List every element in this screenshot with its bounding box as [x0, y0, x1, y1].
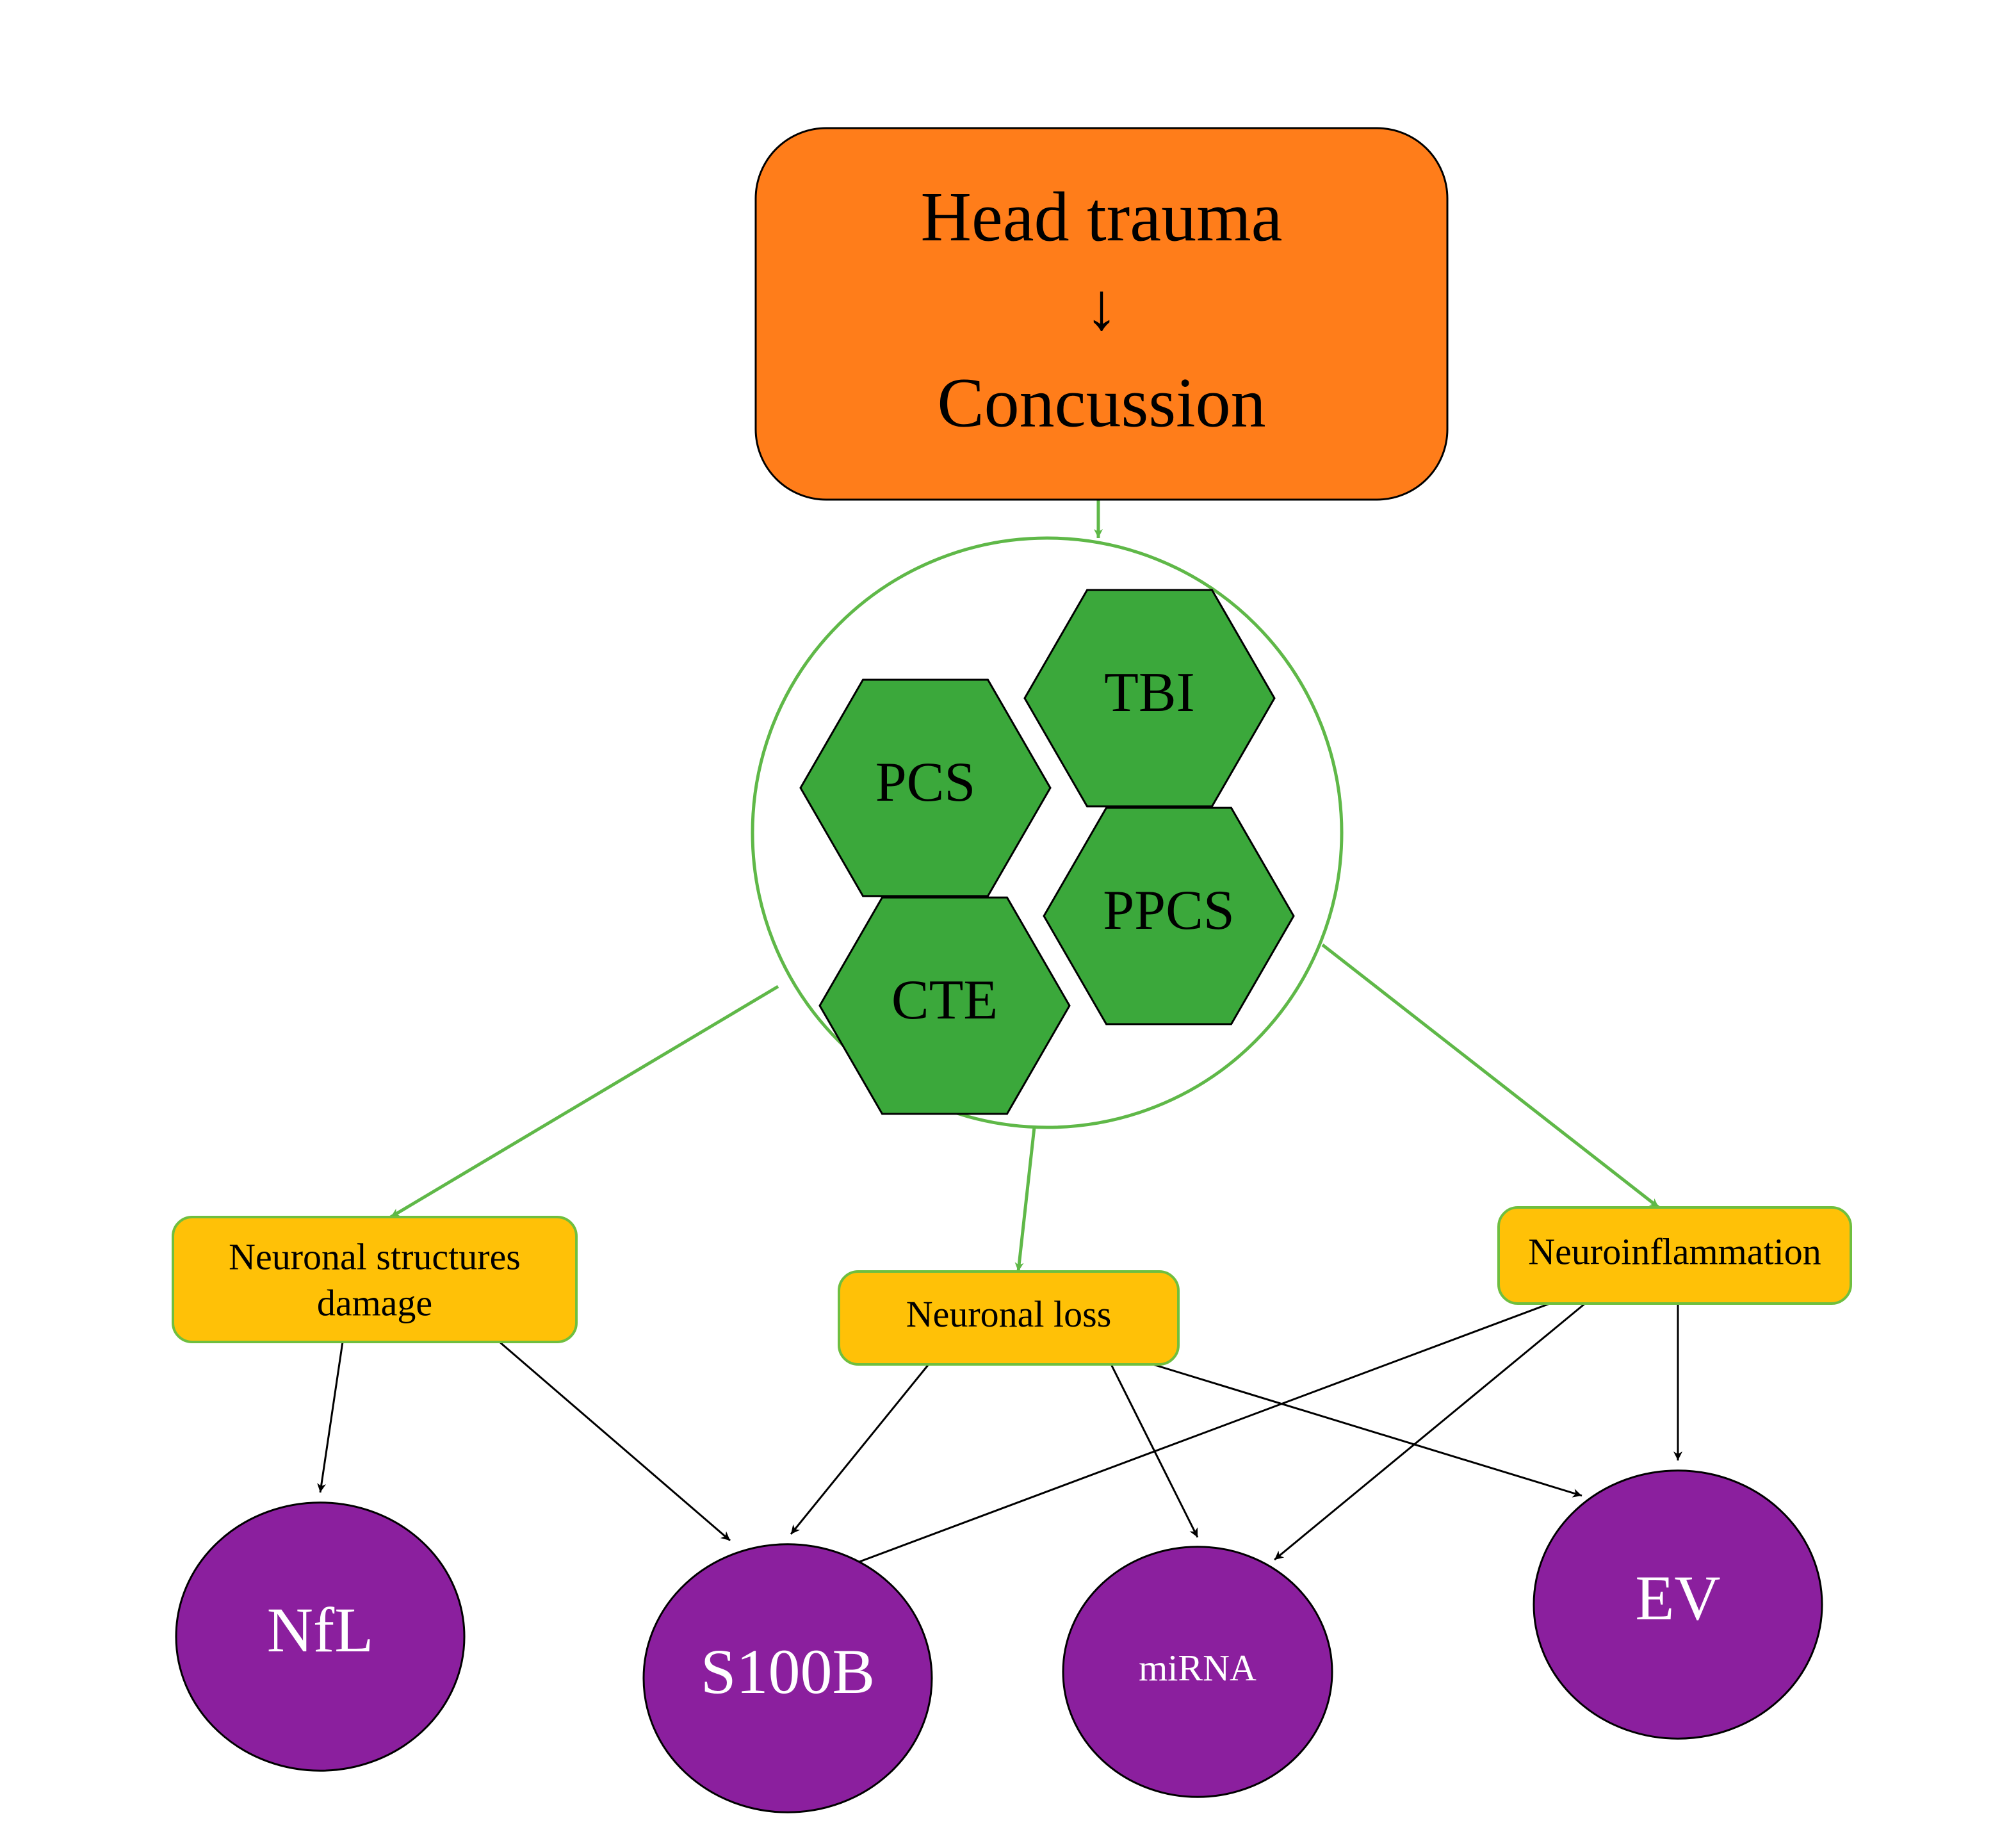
circle-nfl-label: NfL: [267, 1594, 374, 1665]
down-arrow-glyph: ↓: [1085, 270, 1118, 344]
hex-cte-label: CTE: [891, 969, 998, 1031]
arrow-black: [791, 1364, 929, 1534]
box-neuroinflam-label: Neuroinflammation: [1528, 1231, 1821, 1272]
arrow-black: [1153, 1364, 1582, 1496]
head-trauma-label: Head trauma: [921, 177, 1283, 256]
circle-s100b-label: S100B: [701, 1636, 875, 1707]
arrow-green: [1018, 1127, 1034, 1272]
box-neuronal_struct-label-2: damage: [317, 1282, 432, 1324]
hex-tbi-label: TBI: [1104, 662, 1195, 724]
box-neuronal_struct-label-1: Neuronal structures: [229, 1236, 521, 1278]
circle-mirna-label: miRNA: [1139, 1647, 1257, 1689]
arrow-green: [391, 986, 778, 1217]
arrow-green: [1322, 945, 1659, 1207]
box-neuronal_loss-label: Neuronal loss: [906, 1293, 1112, 1335]
concussion-label: Concussion: [937, 363, 1265, 441]
hex-ppcs-label: PPCS: [1103, 879, 1235, 942]
arrow-black: [1274, 1304, 1585, 1560]
hex-pcs-label: PCS: [875, 751, 976, 814]
arrow-black: [320, 1342, 343, 1492]
circle-ev-label: EV: [1635, 1562, 1720, 1633]
arrow-black: [500, 1342, 730, 1541]
